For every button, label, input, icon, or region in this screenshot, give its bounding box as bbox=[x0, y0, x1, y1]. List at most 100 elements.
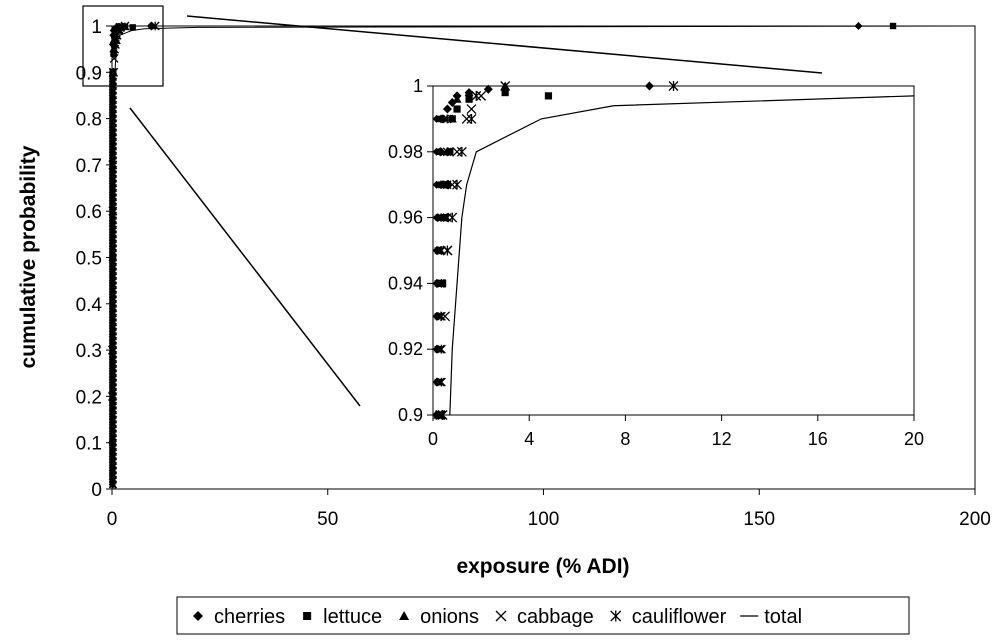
inset-point-lettuce bbox=[501, 88, 509, 97]
main-y-axis: 0 0.1 0.2 0.3 0.4 0.5 0.6 0.7 0.8 0.9 1 bbox=[76, 17, 112, 501]
inset-point-lettuce bbox=[439, 279, 447, 287]
inset-point-cauliflower bbox=[456, 146, 467, 157]
y-tick-label: 0.3 bbox=[76, 341, 102, 362]
legend-marker-cherries bbox=[193, 611, 203, 621]
inset-point-cabbage bbox=[466, 104, 477, 114]
inset-point-cherries bbox=[433, 213, 443, 223]
inset-point-lettuce bbox=[441, 214, 449, 222]
inset-y-tick-label: 1 bbox=[413, 76, 423, 96]
x-axis-title: exposure (% ADI) bbox=[456, 555, 629, 578]
inset-point-cauliflower bbox=[437, 410, 448, 420]
legend-item-onions: onions bbox=[399, 606, 479, 628]
inset-y-tick-label: 0.94 bbox=[388, 273, 423, 293]
inset-point-onions bbox=[442, 147, 452, 156]
inset-y-axis: 0.9 0.92 0.94 0.96 0.98 1 bbox=[388, 76, 433, 425]
y-tick-label: 0.5 bbox=[76, 249, 102, 270]
inset-y-tick-label: 0.9 bbox=[398, 405, 423, 425]
inset-line-total bbox=[449, 95, 915, 416]
x-tick-label: 100 bbox=[528, 509, 560, 530]
inset-point-cabbage bbox=[435, 344, 445, 354]
inset-point-cabbage bbox=[461, 113, 472, 124]
inset-x-tick-label: 12 bbox=[712, 429, 732, 449]
x-tick-label: 150 bbox=[743, 509, 775, 530]
main-point-cauliflower bbox=[109, 67, 119, 77]
inset-point-cabbage bbox=[447, 179, 458, 190]
main-point-onions bbox=[108, 253, 117, 261]
legend-item-total: total bbox=[740, 606, 802, 628]
inset-point-lettuce bbox=[465, 95, 473, 103]
legend-label: cauliflower bbox=[632, 606, 727, 628]
inset-x-tick-label: 20 bbox=[904, 429, 924, 449]
inset-plot-area bbox=[432, 85, 915, 416]
legend-item-cabbage: cabbage bbox=[495, 606, 594, 628]
inset-plot-marks bbox=[432, 81, 915, 420]
main-x-axis: 0 50 100 150 200 bbox=[107, 489, 991, 530]
y-tick-label: 0.2 bbox=[76, 387, 102, 408]
inset-y-tick-label: 0.92 bbox=[388, 339, 423, 359]
legend-box bbox=[176, 596, 910, 635]
main-point-lettuce bbox=[129, 24, 136, 31]
inset-point-cauliflower bbox=[436, 377, 446, 387]
legend-label: total bbox=[764, 606, 802, 628]
legend-marker-cauliflower bbox=[610, 610, 622, 622]
inset-x-tick-label: 0 bbox=[428, 429, 438, 449]
inset-point-cauliflower bbox=[442, 245, 453, 256]
legend-marker-onions bbox=[399, 611, 410, 620]
inset-point-cauliflower bbox=[466, 113, 477, 124]
x-tick-label: 50 bbox=[317, 509, 338, 530]
legend: cherries lettuce onions cabbage cauliflower t… bbox=[193, 606, 802, 628]
y-tick-label: 0.8 bbox=[76, 110, 102, 131]
inset-point-cabbage bbox=[500, 81, 511, 91]
inset-point-lettuce bbox=[436, 181, 443, 188]
inset-point-onions bbox=[464, 88, 474, 97]
zoom-region-box bbox=[82, 5, 164, 87]
y-tick-label: 0.1 bbox=[76, 434, 102, 455]
main-point-lettuce bbox=[110, 50, 117, 57]
inset-y-tick-label: 0.98 bbox=[388, 142, 423, 162]
legend-label: cherries bbox=[214, 606, 285, 628]
inset-point-cherries bbox=[442, 104, 452, 114]
y-tick-label: 0.4 bbox=[76, 295, 103, 316]
inset-x-axis: 0 4 8 12 16 20 bbox=[428, 415, 924, 449]
zoom-connector-bottom bbox=[129, 107, 361, 407]
main-plot-marks bbox=[107, 21, 976, 489]
y-tick-label: 0.7 bbox=[76, 156, 102, 177]
inset-point-cauliflower bbox=[436, 344, 446, 354]
inset-point-cauliflower bbox=[471, 90, 482, 101]
x-tick-label: 0 bbox=[107, 509, 118, 530]
inset-point-lettuce bbox=[453, 105, 461, 113]
inset-point-onions bbox=[435, 246, 445, 255]
inset-point-lettuce bbox=[443, 181, 452, 189]
legend-label: lettuce bbox=[323, 606, 382, 628]
zoom-connector-top bbox=[186, 15, 823, 74]
y-tick-label: 0 bbox=[91, 480, 102, 501]
inset-point-cherries bbox=[483, 84, 493, 94]
legend-marker-cabbage bbox=[495, 610, 507, 622]
legend-label: onions bbox=[420, 606, 479, 628]
main-point-cabbage bbox=[108, 160, 118, 170]
y-axis-title: cumulative probability bbox=[17, 145, 40, 368]
main-point-cauliflower bbox=[108, 206, 118, 216]
inset-point-onions bbox=[433, 410, 443, 419]
inset-x-tick-label: 8 bbox=[620, 429, 630, 449]
legend-item-lettuce: lettuce bbox=[303, 606, 382, 628]
inset-point-cabbage bbox=[452, 146, 463, 157]
y-tick-label: 1 bbox=[91, 17, 102, 38]
inset-point-cherries bbox=[644, 81, 654, 91]
x-tick-label: 200 bbox=[959, 509, 991, 530]
y-tick-label: 0.9 bbox=[76, 63, 102, 84]
legend-marker-lettuce bbox=[303, 612, 312, 620]
inset-point-cauliflower bbox=[452, 179, 463, 190]
inset-point-onions bbox=[452, 94, 462, 103]
inset-point-cherries bbox=[438, 114, 448, 124]
inset-point-onions bbox=[447, 114, 457, 123]
inset-x-tick-label: 16 bbox=[808, 429, 828, 449]
main-point-lettuce bbox=[109, 439, 116, 446]
main-point-cabbage bbox=[109, 53, 119, 63]
legend-item-cauliflower: cauliflower bbox=[610, 606, 727, 628]
inset-point-cauliflower bbox=[447, 212, 458, 223]
inset-point-cabbage bbox=[476, 90, 487, 101]
legend-label: cabbage bbox=[517, 606, 594, 628]
